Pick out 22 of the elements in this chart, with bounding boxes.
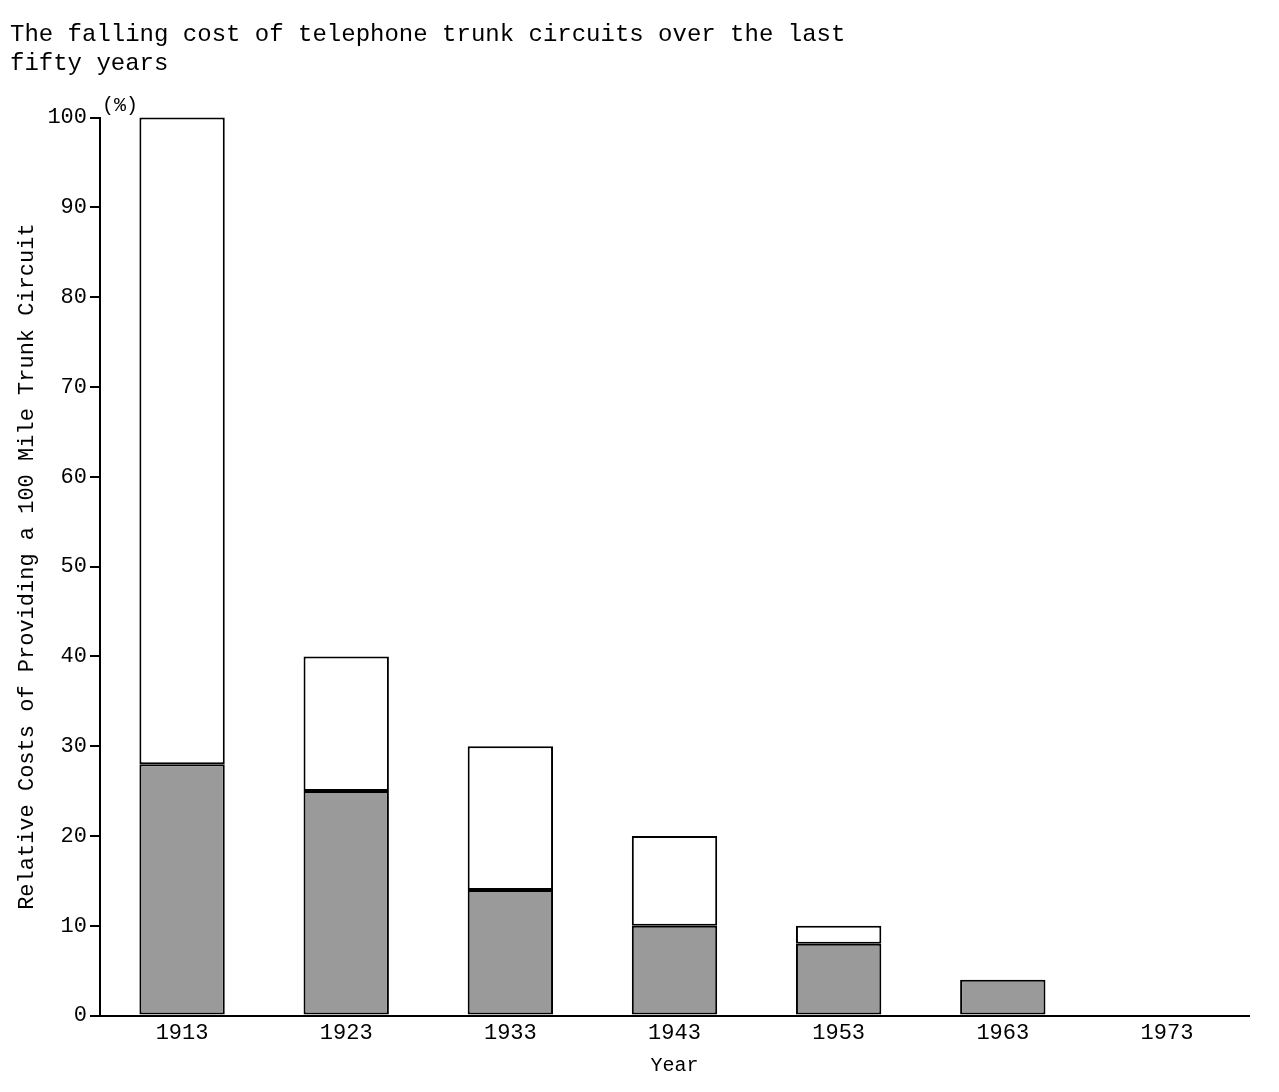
y-tick-label: 50 <box>60 554 88 580</box>
y-axis-title: Relative Costs of Providing a 100 Mile Trunk Circuit <box>15 223 41 910</box>
x-tick-label: 1913 <box>155 1020 209 1046</box>
y-tick-label: 40 <box>60 644 88 670</box>
text: (%) <box>102 93 139 117</box>
y-tick-label: 70 <box>60 374 88 400</box>
y-tick-label: 60 <box>60 464 88 490</box>
chart-title: The falling cost of telephone trunk circuits over the last fifty years <box>10 20 846 77</box>
y-tick-label: 80 <box>60 285 88 311</box>
x-tick-label: 1943 <box>648 1020 701 1046</box>
y-tick-label: 10 <box>60 913 88 939</box>
y-tick-label: 30 <box>60 734 88 760</box>
x-tick-label: 1953 <box>812 1020 866 1046</box>
x-tick-label: 1973 <box>1140 1020 1194 1046</box>
y-tick-label: 20 <box>60 823 88 849</box>
y-tick-label: 0 <box>73 1003 88 1029</box>
x-tick-label: 1923 <box>319 1020 373 1046</box>
y-tick-label: 90 <box>60 195 88 221</box>
x-axis-title: Year <box>650 1054 699 1078</box>
x-tick-label: 1933 <box>483 1020 537 1046</box>
y-tick-label: 100 <box>47 105 88 131</box>
x-tick-label: 1963 <box>976 1020 1030 1046</box>
